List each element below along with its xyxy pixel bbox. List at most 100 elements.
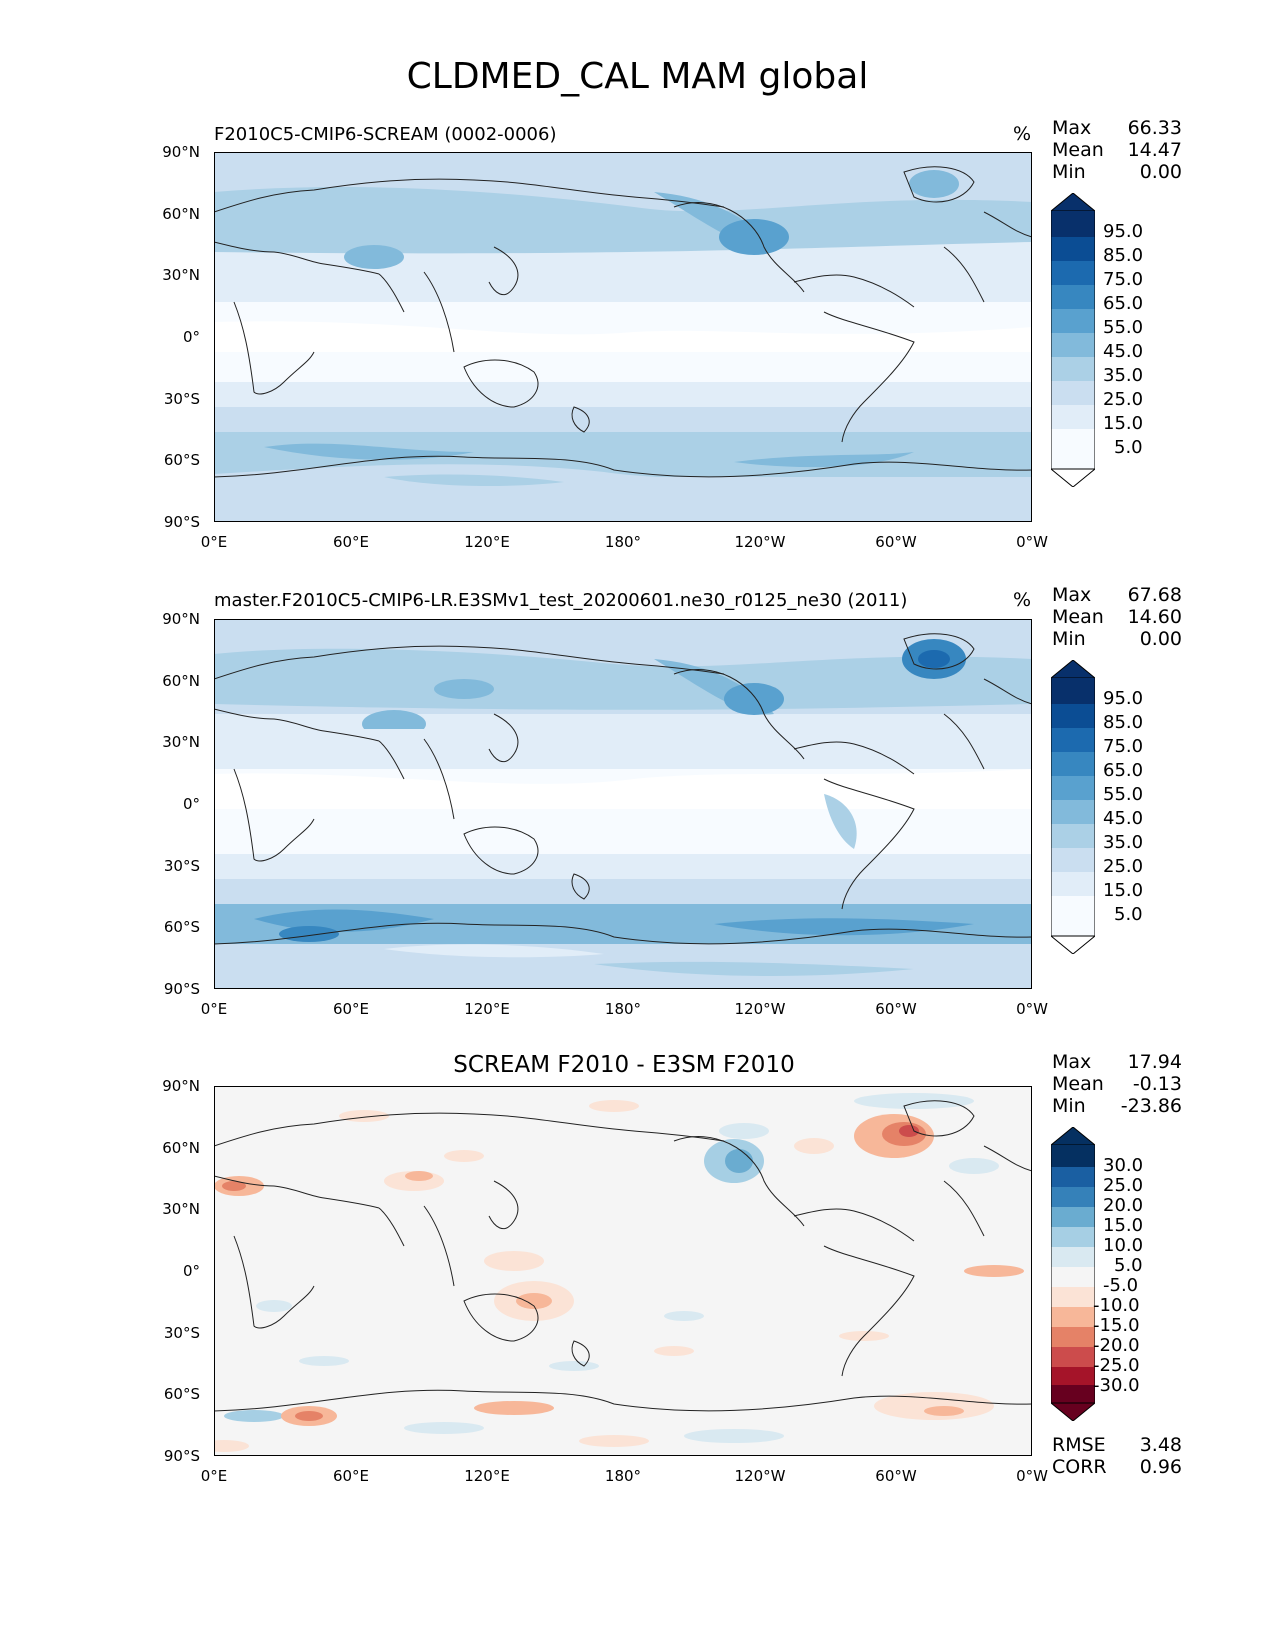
colorbar-label: 95.0 [1103, 688, 1144, 709]
colorbar-label: -30.0 [1093, 1375, 1140, 1396]
min-value: -23.86 [1120, 1095, 1182, 1117]
colorbar-label: 20.0 [1103, 1195, 1144, 1216]
panel-2-frame [214, 619, 1032, 989]
lat-label: 60°S [163, 451, 200, 469]
lat-label: 90°S [163, 1447, 200, 1465]
colorbar-label: -15.0 [1093, 1315, 1140, 1336]
colorbar-label: 15.0 [1103, 413, 1144, 434]
mean-value: -0.13 [1132, 1073, 1182, 1095]
colorbar-label: 95.0 [1103, 221, 1144, 242]
lon-label: 180° [604, 533, 642, 551]
lat-label: 60°S [163, 918, 200, 936]
panel-3-map [214, 1086, 1032, 1456]
lon-label: 120°E [464, 1467, 510, 1485]
mean-value: 14.47 [1127, 139, 1182, 161]
colorbar-label: 65.0 [1103, 760, 1144, 781]
colorbar-label: -25.0 [1093, 1355, 1140, 1376]
mean-label: Mean [1052, 139, 1104, 161]
lat-label: 30°S [163, 1324, 200, 1342]
colorbar-label: 85.0 [1103, 245, 1144, 266]
colorbar-label: 5.0 [1114, 1255, 1143, 1276]
lon-label: 60°E [332, 533, 370, 551]
colorbar-label: -10.0 [1093, 1295, 1140, 1316]
colorbar-label: 65.0 [1103, 293, 1144, 314]
min-label: Min [1052, 161, 1086, 183]
panel-3-error-stats: RMSE 3.48 CORR 0.96 [1052, 1434, 1182, 1478]
mean-value: 14.60 [1127, 606, 1182, 628]
panel-1-frame [214, 152, 1032, 522]
lon-label: 0°W [1016, 533, 1048, 551]
colorbar-label: 75.0 [1103, 269, 1144, 290]
panel-3-colorbar [1051, 1127, 1095, 1421]
lat-label: 30°N [162, 1200, 200, 1218]
panel-3-frame [214, 1086, 1032, 1456]
max-value: 17.94 [1127, 1051, 1182, 1073]
lat-label: 90°N [162, 143, 200, 161]
colorbar-label: 15.0 [1103, 1215, 1144, 1236]
panel-3-title: SCREAM F2010 - E3SM F2010 [453, 1052, 795, 1078]
min-value: 0.00 [1139, 628, 1182, 650]
lat-label: 60°N [162, 1139, 200, 1157]
max-label: Max [1052, 117, 1092, 139]
colorbar-label: 25.0 [1103, 1175, 1144, 1196]
colorbar-label: 35.0 [1103, 832, 1144, 853]
panel-3-stats: Max 17.94 Mean -0.13 Min -23.86 [1052, 1051, 1182, 1117]
lat-label: 30°N [162, 733, 200, 751]
colorbar-label: 55.0 [1103, 317, 1144, 338]
lat-label: 90°N [162, 1077, 200, 1095]
colorbar-label: 25.0 [1103, 389, 1144, 410]
lon-label: 120°E [464, 1000, 510, 1018]
max-label: Max [1052, 1051, 1092, 1073]
lon-label: 60°W [875, 1467, 917, 1485]
colorbar-label: 5.0 [1114, 437, 1143, 458]
colorbar-label: 85.0 [1103, 712, 1144, 733]
lon-label: 60°W [875, 1000, 917, 1018]
corr-label: CORR [1052, 1456, 1107, 1478]
lon-label: 120°W [734, 1467, 786, 1485]
lon-label: 0°W [1016, 1467, 1048, 1485]
panel-2-stats: Max 67.68 Mean 14.60 Min 0.00 [1052, 584, 1182, 650]
panel-2-units: % [1013, 589, 1032, 611]
lon-label: 0°E [200, 533, 228, 551]
lat-label: 0° [182, 1262, 200, 1280]
colorbar-label: 30.0 [1103, 1155, 1144, 1176]
lon-label: 0°E [200, 1467, 228, 1485]
panel-2-title: master.F2010C5-CMIP6-LR.E3SMv1_test_2020… [214, 590, 908, 611]
panel-2-map [214, 619, 1032, 989]
lat-label: 90°S [163, 980, 200, 998]
lon-label: 120°E [464, 533, 510, 551]
min-label: Min [1052, 1095, 1086, 1117]
panel-1-units: % [1013, 123, 1032, 145]
corr-value: 0.96 [1139, 1456, 1182, 1478]
lon-label: 180° [604, 1000, 642, 1018]
panel-1-map [214, 152, 1032, 522]
lon-label: 60°E [332, 1467, 370, 1485]
mean-label: Mean [1052, 1073, 1104, 1095]
colorbar-label: 45.0 [1103, 808, 1144, 829]
lat-label: 30°N [162, 266, 200, 284]
colorbar-label: 75.0 [1103, 736, 1144, 757]
colorbar-label: 10.0 [1103, 1235, 1144, 1256]
lon-label: 120°W [734, 533, 786, 551]
colorbar-label: 35.0 [1103, 365, 1144, 386]
colorbar-label: -20.0 [1093, 1335, 1140, 1356]
max-value: 67.68 [1127, 584, 1182, 606]
panel-2-colorbar [1051, 660, 1095, 954]
rmse-label: RMSE [1052, 1434, 1106, 1456]
panel-1-stats: Max 66.33 Mean 14.47 Min 0.00 [1052, 117, 1182, 183]
min-label: Min [1052, 628, 1086, 650]
lat-label: 60°S [163, 1385, 200, 1403]
figure-title: CLDMED_CAL MAM global [406, 56, 869, 97]
colorbar-label: 25.0 [1103, 856, 1144, 877]
rmse-value: 3.48 [1139, 1434, 1182, 1456]
lon-label: 0°E [200, 1000, 228, 1018]
lat-label: 60°N [162, 672, 200, 690]
lat-label: 0° [182, 328, 200, 346]
lon-label: 60°W [875, 533, 917, 551]
colorbar-label: 55.0 [1103, 784, 1144, 805]
colorbar-label: 15.0 [1103, 880, 1144, 901]
lon-label: 180° [604, 1467, 642, 1485]
lat-label: 90°S [163, 513, 200, 531]
lon-label: 0°W [1016, 1000, 1048, 1018]
panel-1-title: F2010C5-CMIP6-SCREAM (0002-0006) [214, 124, 557, 145]
